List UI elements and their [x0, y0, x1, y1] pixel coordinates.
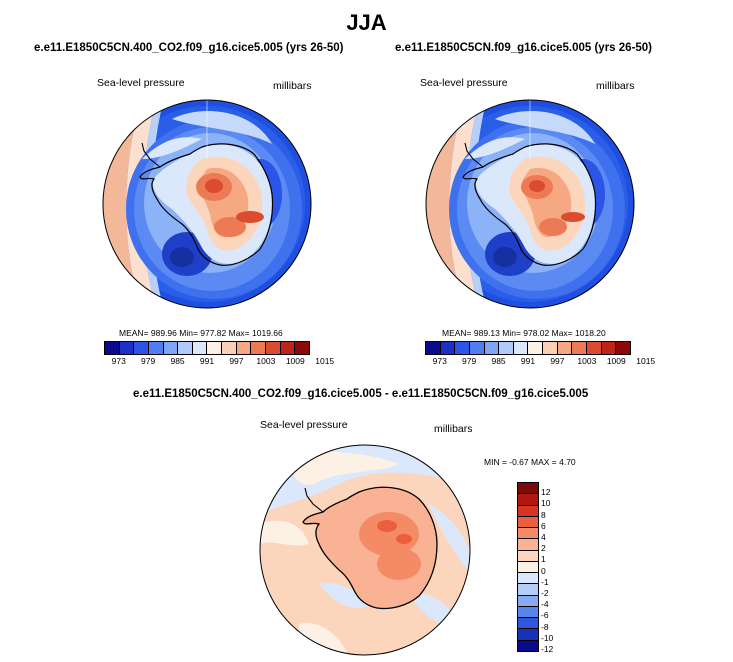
diff-variable-label: Sea-level pressure [260, 419, 348, 431]
colorbar-swatch [518, 550, 538, 562]
colorbar-tick-label: -12 [541, 644, 554, 654]
colorbar-swatch [119, 342, 135, 354]
colorbar-tick-label: 997 [550, 356, 565, 366]
panel1-units-label: millibars [273, 80, 312, 92]
colorbar-swatch [455, 342, 470, 354]
colorbar-swatch [148, 342, 164, 354]
colorbar-swatch [426, 342, 441, 354]
diff-colorbar-labels: 12 10 8 6 4 2 1 0 -1 -2 -4 -6 -8 -10 -12 [541, 482, 571, 654]
colorbar-swatch [528, 342, 544, 354]
colorbar-tick-label: 997 [229, 356, 244, 366]
colorbar-tick-label: -8 [541, 621, 549, 632]
colorbar-tick-label: -1 [541, 576, 549, 587]
colorbar-swatch [499, 342, 514, 354]
colorbar-swatch [513, 342, 529, 354]
diff-polar-map [259, 444, 471, 656]
colorbar-tick-label: 1003 [256, 356, 276, 366]
colorbar-swatch [587, 342, 602, 354]
colorbar-tick-label: 1 [541, 554, 546, 565]
colorbar-swatch [518, 640, 538, 651]
colorbar-tick-label: 991 [520, 356, 536, 366]
colorbar-swatch [192, 342, 208, 354]
diff-title: e.e11.E1850C5CN.400_CO2.f09_g16.cice5.00… [133, 388, 589, 400]
panel2-case-title: e.e11.E1850C5CN.f09_g16.cice5.005 (yrs 2… [395, 42, 653, 54]
colorbar-tick-label: -2 [541, 588, 549, 598]
colorbar-tick-label: 979 [141, 356, 156, 366]
panel2-variable-label: Sea-level pressure [420, 77, 508, 89]
panel2-stats: MEAN= 989.13 Min= 978.02 Max= 1018.20 [442, 328, 606, 338]
colorbar-swatch [518, 618, 538, 630]
colorbar-tick-label: 973 [111, 356, 126, 366]
colorbar-tick-label: 1015 [636, 356, 656, 366]
panel1-colorbar [104, 341, 310, 355]
colorbar-tick-label: 991 [199, 356, 215, 366]
panel2-colorbar-labels: 973 979 985 991 997 1003 1009 1015 [425, 356, 656, 368]
diff-stats: MIN = -0.67 MAX = 4.70 [484, 457, 576, 467]
colorbar-swatch [518, 494, 538, 506]
panel1-variable-label: Sea-level pressure [97, 77, 185, 89]
colorbar-swatch [557, 342, 573, 354]
colorbar-swatch [207, 342, 223, 354]
colorbar-swatch [469, 342, 485, 354]
colorbar-swatch [105, 342, 120, 354]
colorbar-swatch [178, 342, 193, 354]
colorbar-swatch [518, 606, 538, 619]
colorbar-swatch [518, 595, 538, 607]
colorbar-tick-label: -4 [541, 599, 549, 610]
colorbar-tick-label: 1009 [285, 356, 305, 366]
colorbar-swatch [518, 505, 538, 517]
colorbar-tick-label: 12 [541, 487, 551, 498]
colorbar-swatch [163, 342, 179, 354]
colorbar-swatch [518, 561, 538, 574]
colorbar-tick-label: 1009 [606, 356, 626, 366]
colorbar-tick-label: 0 [541, 565, 546, 576]
colorbar-swatch [518, 516, 538, 529]
colorbar-swatch [518, 483, 538, 495]
colorbar-swatch [484, 342, 500, 354]
colorbar-tick-label: 4 [541, 532, 546, 542]
colorbar-swatch [518, 629, 538, 641]
panel1-case-title: e.e11.E1850C5CN.400_CO2.f09_g16.cice5.00… [34, 42, 344, 54]
colorbar-swatch [518, 539, 538, 551]
colorbar-swatch [295, 342, 309, 354]
colorbar-tick-label: 8 [541, 509, 546, 520]
colorbar-tick-label: 985 [491, 356, 506, 366]
colorbar-swatch [266, 342, 281, 354]
figure-title: JJA [346, 10, 387, 35]
colorbar-tick-label: 973 [432, 356, 447, 366]
diff-colorbar [517, 482, 539, 652]
colorbar-tick-label: 10 [541, 498, 551, 509]
colorbar-swatch [518, 573, 538, 585]
colorbar-tick-label: 985 [170, 356, 185, 366]
colorbar-tick-label: 6 [541, 520, 546, 531]
colorbar-tick-label: -6 [541, 610, 549, 621]
panel2-polar-map [425, 99, 635, 309]
colorbar-swatch [440, 342, 456, 354]
colorbar-swatch [251, 342, 267, 354]
colorbar-tick-label: -10 [541, 632, 554, 643]
panel1-colorbar-labels: 973 979 985 991 997 1003 1009 1015 [104, 356, 335, 368]
colorbar-swatch [518, 584, 538, 596]
colorbar-tick-label: 979 [462, 356, 477, 366]
colorbar-swatch [518, 528, 538, 540]
colorbar-swatch [134, 342, 149, 354]
colorbar-swatch [572, 342, 588, 354]
panel2-colorbar [425, 341, 631, 355]
colorbar-swatch [543, 342, 558, 354]
colorbar-swatch [616, 342, 630, 354]
colorbar-swatch [601, 342, 617, 354]
diff-units-label: millibars [434, 423, 473, 435]
colorbar-tick-label: 1003 [577, 356, 597, 366]
colorbar-swatch [280, 342, 296, 354]
panel2-units-label: millibars [596, 80, 635, 92]
panel1-stats: MEAN= 989.96 Min= 977.82 Max= 1019.66 [119, 328, 283, 338]
panel1-polar-map [102, 99, 312, 309]
colorbar-tick-label: 1015 [315, 356, 335, 366]
colorbar-swatch [236, 342, 252, 354]
colorbar-swatch [222, 342, 237, 354]
colorbar-tick-label: 2 [541, 543, 546, 554]
